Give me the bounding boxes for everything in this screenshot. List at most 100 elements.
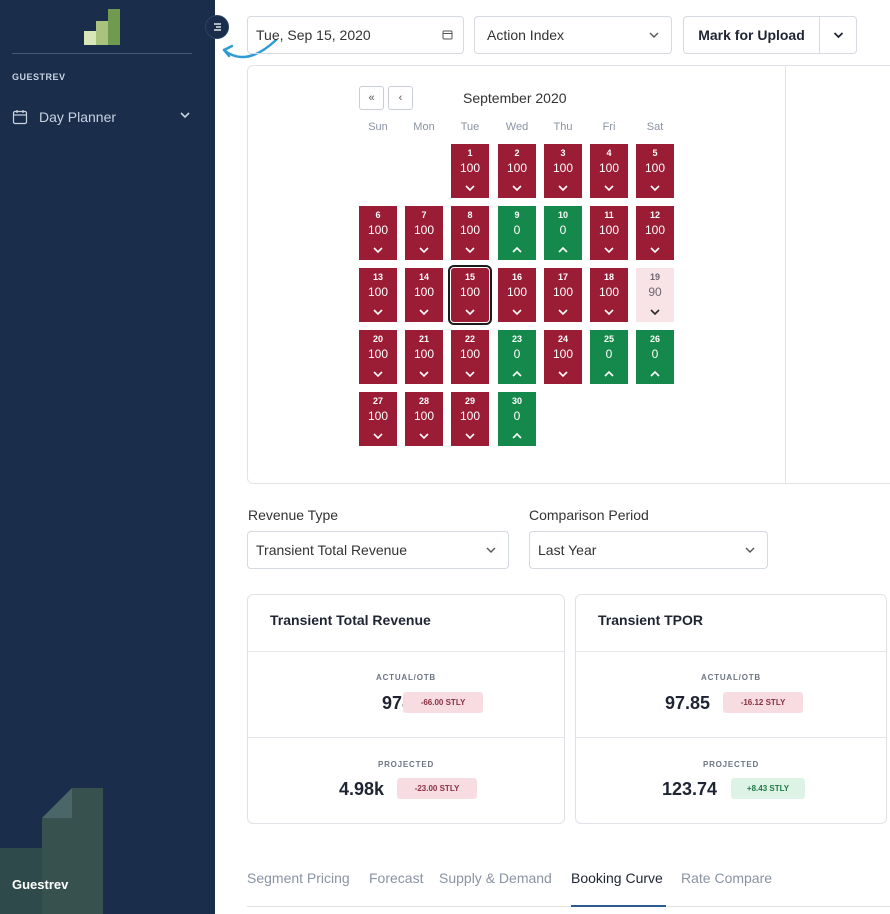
calendar-day-cell[interactable]: 29 100	[451, 392, 489, 446]
calendar-day-cell[interactable]: 30 0	[498, 392, 536, 446]
day-number: 9	[514, 210, 520, 220]
action-index-select[interactable]: Action Index	[474, 16, 672, 54]
sidebar-item-day-planner[interactable]: Day Planner	[12, 106, 192, 128]
date-picker-input[interactable]: Tue, Sep 15, 2020	[247, 16, 464, 54]
calendar-day-cell[interactable]: 10 0	[544, 206, 582, 260]
date-value: Tue, Sep 15, 2020	[256, 27, 371, 43]
guestrev-logo-icon[interactable]	[84, 9, 122, 45]
chevron-down-icon	[558, 179, 568, 197]
day-number: 2	[514, 148, 520, 158]
weekday-header: Tue	[460, 121, 480, 133]
tab-rate-compare[interactable]: Rate Compare	[681, 870, 773, 886]
chevron-down-icon	[180, 112, 190, 119]
calendar-day-cell[interactable]: 20 100	[359, 330, 397, 384]
day-value: 100	[367, 347, 389, 361]
weekday-header: Sun	[368, 121, 388, 133]
day-value: 0	[605, 347, 613, 361]
calendar-day-cell[interactable]: 22 100	[451, 330, 489, 384]
calendar-day-cell[interactable]: 3 100	[544, 144, 582, 198]
mark-for-upload-button[interactable]: Mark for Upload	[683, 16, 820, 54]
chevron-up-icon	[650, 365, 660, 383]
sidebar-decoration	[0, 788, 103, 914]
calendar-day-cell[interactable]: 1 100	[451, 144, 489, 198]
tab-booking-curve[interactable]: Booking Curve	[571, 870, 663, 886]
revenue-type-select[interactable]: Transient Total Revenue	[247, 531, 509, 569]
day-number: 23	[511, 334, 522, 344]
chevron-up-icon	[512, 365, 522, 383]
calendar-day-cell[interactable]: 15 100	[448, 265, 492, 325]
calendar-day-cell[interactable]: 12 100	[636, 206, 674, 260]
chevron-down-icon	[419, 365, 429, 383]
calendar-day-cell[interactable]: 23 0	[498, 330, 536, 384]
weekday-header: Mon	[413, 121, 435, 133]
day-number: 4	[606, 148, 612, 158]
hint-curve-icon	[222, 38, 278, 59]
chevron-down-icon	[465, 179, 475, 197]
day-value: 100	[459, 161, 481, 175]
chevron-down-icon	[512, 179, 522, 197]
day-value: 0	[513, 223, 521, 237]
calendar-day-cell[interactable]: 8 100	[451, 206, 489, 260]
comparison-period-select[interactable]: Last Year	[529, 531, 768, 569]
calendar-day-cell[interactable]: 5 100	[636, 144, 674, 198]
day-number: 6	[375, 210, 381, 220]
calendar-day-cell[interactable]: 2 100	[498, 144, 536, 198]
day-value: 100	[367, 285, 389, 299]
tab-segment-pricing[interactable]: Segment Pricing	[247, 870, 350, 886]
calendar-day-cell[interactable]: 16 100	[498, 268, 536, 322]
weekday-header: Thu	[553, 121, 573, 133]
day-number: 25	[603, 334, 614, 344]
actual-stly-badge: -16.12 STLY	[723, 692, 803, 713]
projected-stly-badge: +8.43 STLY	[731, 778, 805, 799]
calendar-day-cell[interactable]: 25 0	[590, 330, 628, 384]
tab-supply-demand[interactable]: Supply & Demand	[439, 870, 552, 886]
day-number: 3	[560, 148, 566, 158]
chevron-down-icon	[465, 365, 475, 383]
day-number: 29	[464, 396, 475, 406]
sidebar-toggle-button[interactable]	[205, 15, 229, 39]
day-value: 0	[513, 347, 521, 361]
day-number: 10	[557, 210, 568, 220]
tab-forecast[interactable]: Forecast	[369, 870, 424, 886]
calendar-icon	[12, 110, 28, 125]
chevron-down-icon	[558, 365, 568, 383]
chevron-down-icon	[465, 241, 475, 259]
calendar-day-cell[interactable]: 26 0	[636, 330, 674, 384]
calendar-day-cell[interactable]: 6 100	[359, 206, 397, 260]
day-number: 5	[652, 148, 658, 158]
day-value: 100	[459, 223, 481, 237]
projected-label: PROJECTED	[702, 760, 760, 769]
calendar-day-cell[interactable]: 27 100	[359, 392, 397, 446]
calendar-day-cell[interactable]: 14 100	[405, 268, 443, 322]
day-number: 21	[418, 334, 429, 344]
calendar-icon	[442, 30, 453, 40]
day-number: 11	[604, 210, 614, 220]
calendar-day-cell[interactable]: 19 90	[636, 268, 674, 322]
day-value: 100	[552, 161, 574, 175]
upload-options-dropdown[interactable]	[819, 16, 857, 54]
calendar-day-cell[interactable]: 4 100	[590, 144, 628, 198]
day-value: 90	[648, 285, 662, 299]
actual-stly-badge: -66.00 STLY	[403, 692, 483, 713]
prev-year-button[interactable]: «	[359, 86, 384, 110]
calendar-day-cell[interactable]: 21 100	[405, 330, 443, 384]
day-number: 30	[511, 396, 522, 406]
calendar-day-cell[interactable]: 17 100	[544, 268, 582, 322]
calendar-day-cell[interactable]: 7 100	[405, 206, 443, 260]
day-value: 100	[413, 347, 435, 361]
active-tab-indicator	[571, 905, 666, 907]
chevron-up-icon	[512, 241, 522, 259]
calendar-day-cell[interactable]: 13 100	[359, 268, 397, 322]
actual-otb-label: ACTUAL/OTB	[376, 673, 436, 682]
day-number: 12	[649, 210, 660, 220]
projected-value: 4.98k	[338, 779, 384, 799]
calendar-day-cell[interactable]: 11 100	[590, 206, 628, 260]
prev-month-button[interactable]: ‹	[388, 86, 413, 110]
day-value: 100	[552, 347, 574, 361]
day-value: 100	[506, 285, 528, 299]
calendar-day-cell[interactable]: 18 100	[590, 268, 628, 322]
day-value: 100	[506, 161, 528, 175]
calendar-day-cell[interactable]: 28 100	[405, 392, 443, 446]
calendar-day-cell[interactable]: 24 100	[544, 330, 582, 384]
